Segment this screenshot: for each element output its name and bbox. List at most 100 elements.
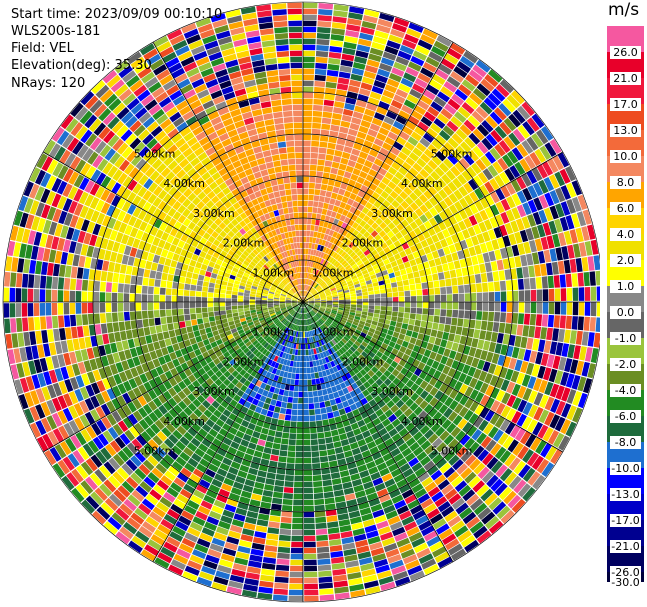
velocity-gate (162, 331, 170, 340)
velocity-gate (269, 386, 276, 393)
velocity-gate (404, 521, 418, 532)
velocity-gate (422, 288, 429, 296)
velocity-gate (450, 71, 464, 83)
velocity-gate (470, 162, 482, 175)
velocity-gate (113, 373, 123, 385)
velocity-gate (279, 316, 285, 321)
velocity-gate (399, 44, 414, 55)
velocity-gate (451, 277, 458, 286)
velocity-gate (300, 355, 303, 362)
velocity-gate (221, 261, 228, 268)
velocity-gate (262, 323, 268, 328)
velocity-gate (445, 340, 454, 350)
velocity-gate (407, 412, 418, 422)
velocity-gate (168, 330, 176, 338)
velocity-gate (409, 88, 422, 99)
velocity-gate (213, 263, 221, 270)
velocity-gate (500, 344, 508, 356)
velocity-gate (235, 450, 245, 459)
velocity-gate (495, 188, 506, 201)
velocity-gate (469, 191, 479, 203)
velocity-gate (303, 50, 316, 57)
velocity-gate (176, 335, 184, 343)
velocity-gate (308, 200, 314, 207)
velocity-gate (51, 397, 62, 412)
velocity-gate (149, 244, 158, 254)
velocity-gate (334, 225, 341, 233)
velocity-gate (117, 293, 124, 302)
velocity-gate (359, 278, 366, 284)
velocity-gate (372, 177, 381, 186)
velocity-gate (272, 497, 283, 505)
velocity-gate (339, 201, 347, 209)
velocity-gate (123, 245, 132, 256)
velocity-gate (270, 286, 277, 290)
velocity-gate (263, 447, 272, 454)
velocity-gate (257, 367, 264, 375)
velocity-gate (201, 333, 208, 341)
velocity-gate (352, 343, 359, 350)
velocity-gate (323, 363, 329, 370)
velocity-gate (171, 461, 184, 472)
velocity-gate (310, 311, 314, 316)
velocity-gate (483, 219, 493, 231)
velocity-gate (199, 571, 214, 581)
velocity-gate (542, 161, 554, 176)
velocity-gate (250, 291, 256, 295)
velocity-gate (413, 406, 423, 416)
velocity-gate (64, 315, 71, 327)
velocity-gate (306, 313, 309, 319)
velocity-gate (378, 336, 385, 343)
velocity-gate (163, 401, 173, 412)
velocity-gate (279, 370, 285, 377)
velocity-gate (68, 200, 78, 214)
velocity-gate (259, 330, 266, 336)
velocity-gate (286, 296, 292, 299)
velocity-gate (538, 209, 548, 224)
velocity-gate (54, 223, 63, 237)
velocity-gate (343, 171, 352, 179)
velocity-gate (375, 326, 383, 332)
velocity-gate (215, 259, 223, 266)
velocity-gate (103, 461, 116, 475)
velocity-gate (401, 39, 417, 50)
velocity-gate (540, 327, 548, 340)
velocity-gate (251, 493, 262, 501)
velocity-gate (548, 220, 558, 235)
velocity-gate (393, 253, 401, 261)
velocity-gate (142, 318, 149, 328)
velocity-gate (350, 309, 356, 313)
velocity-gate (471, 110, 485, 124)
velocity-gate (377, 68, 390, 78)
velocity-gate (141, 294, 148, 302)
velocity-gate (454, 381, 463, 392)
velocity-gate (379, 284, 386, 290)
velocity-gate (228, 348, 235, 355)
velocity-gate (393, 185, 403, 195)
velocity-gate (327, 271, 333, 277)
velocity-gate (209, 414, 219, 423)
velocity-gate (375, 340, 383, 347)
velocity-gate (264, 350, 271, 357)
velocity-gate (318, 201, 324, 208)
velocity-gate (329, 236, 336, 244)
velocity-gate (115, 362, 124, 373)
velocity-gate (363, 338, 370, 344)
velocity-gate (103, 521, 118, 535)
velocity-gate (152, 397, 163, 408)
velocity-gate (249, 302, 256, 305)
velocity-gate (308, 248, 312, 255)
velocity-gate (87, 440, 100, 454)
velocity-gate (360, 397, 368, 406)
velocity-gate (339, 355, 345, 362)
velocity-gate (308, 298, 314, 301)
velocity-gate (18, 394, 29, 410)
velocity-gate (342, 237, 349, 244)
velocity-gate (419, 390, 429, 400)
velocity-gate (349, 206, 357, 214)
velocity-gate (199, 458, 210, 468)
velocity-gate (307, 306, 312, 310)
velocity-gate (202, 400, 211, 409)
velocity-gate (86, 221, 96, 234)
velocity-gate (207, 292, 214, 298)
